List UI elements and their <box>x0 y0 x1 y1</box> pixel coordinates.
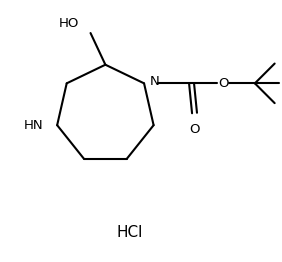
Text: N: N <box>150 75 160 88</box>
Text: HO: HO <box>58 17 79 30</box>
Text: O: O <box>218 77 228 90</box>
Text: HN: HN <box>24 119 43 132</box>
Text: HCl: HCl <box>117 225 143 241</box>
Text: O: O <box>189 123 200 136</box>
